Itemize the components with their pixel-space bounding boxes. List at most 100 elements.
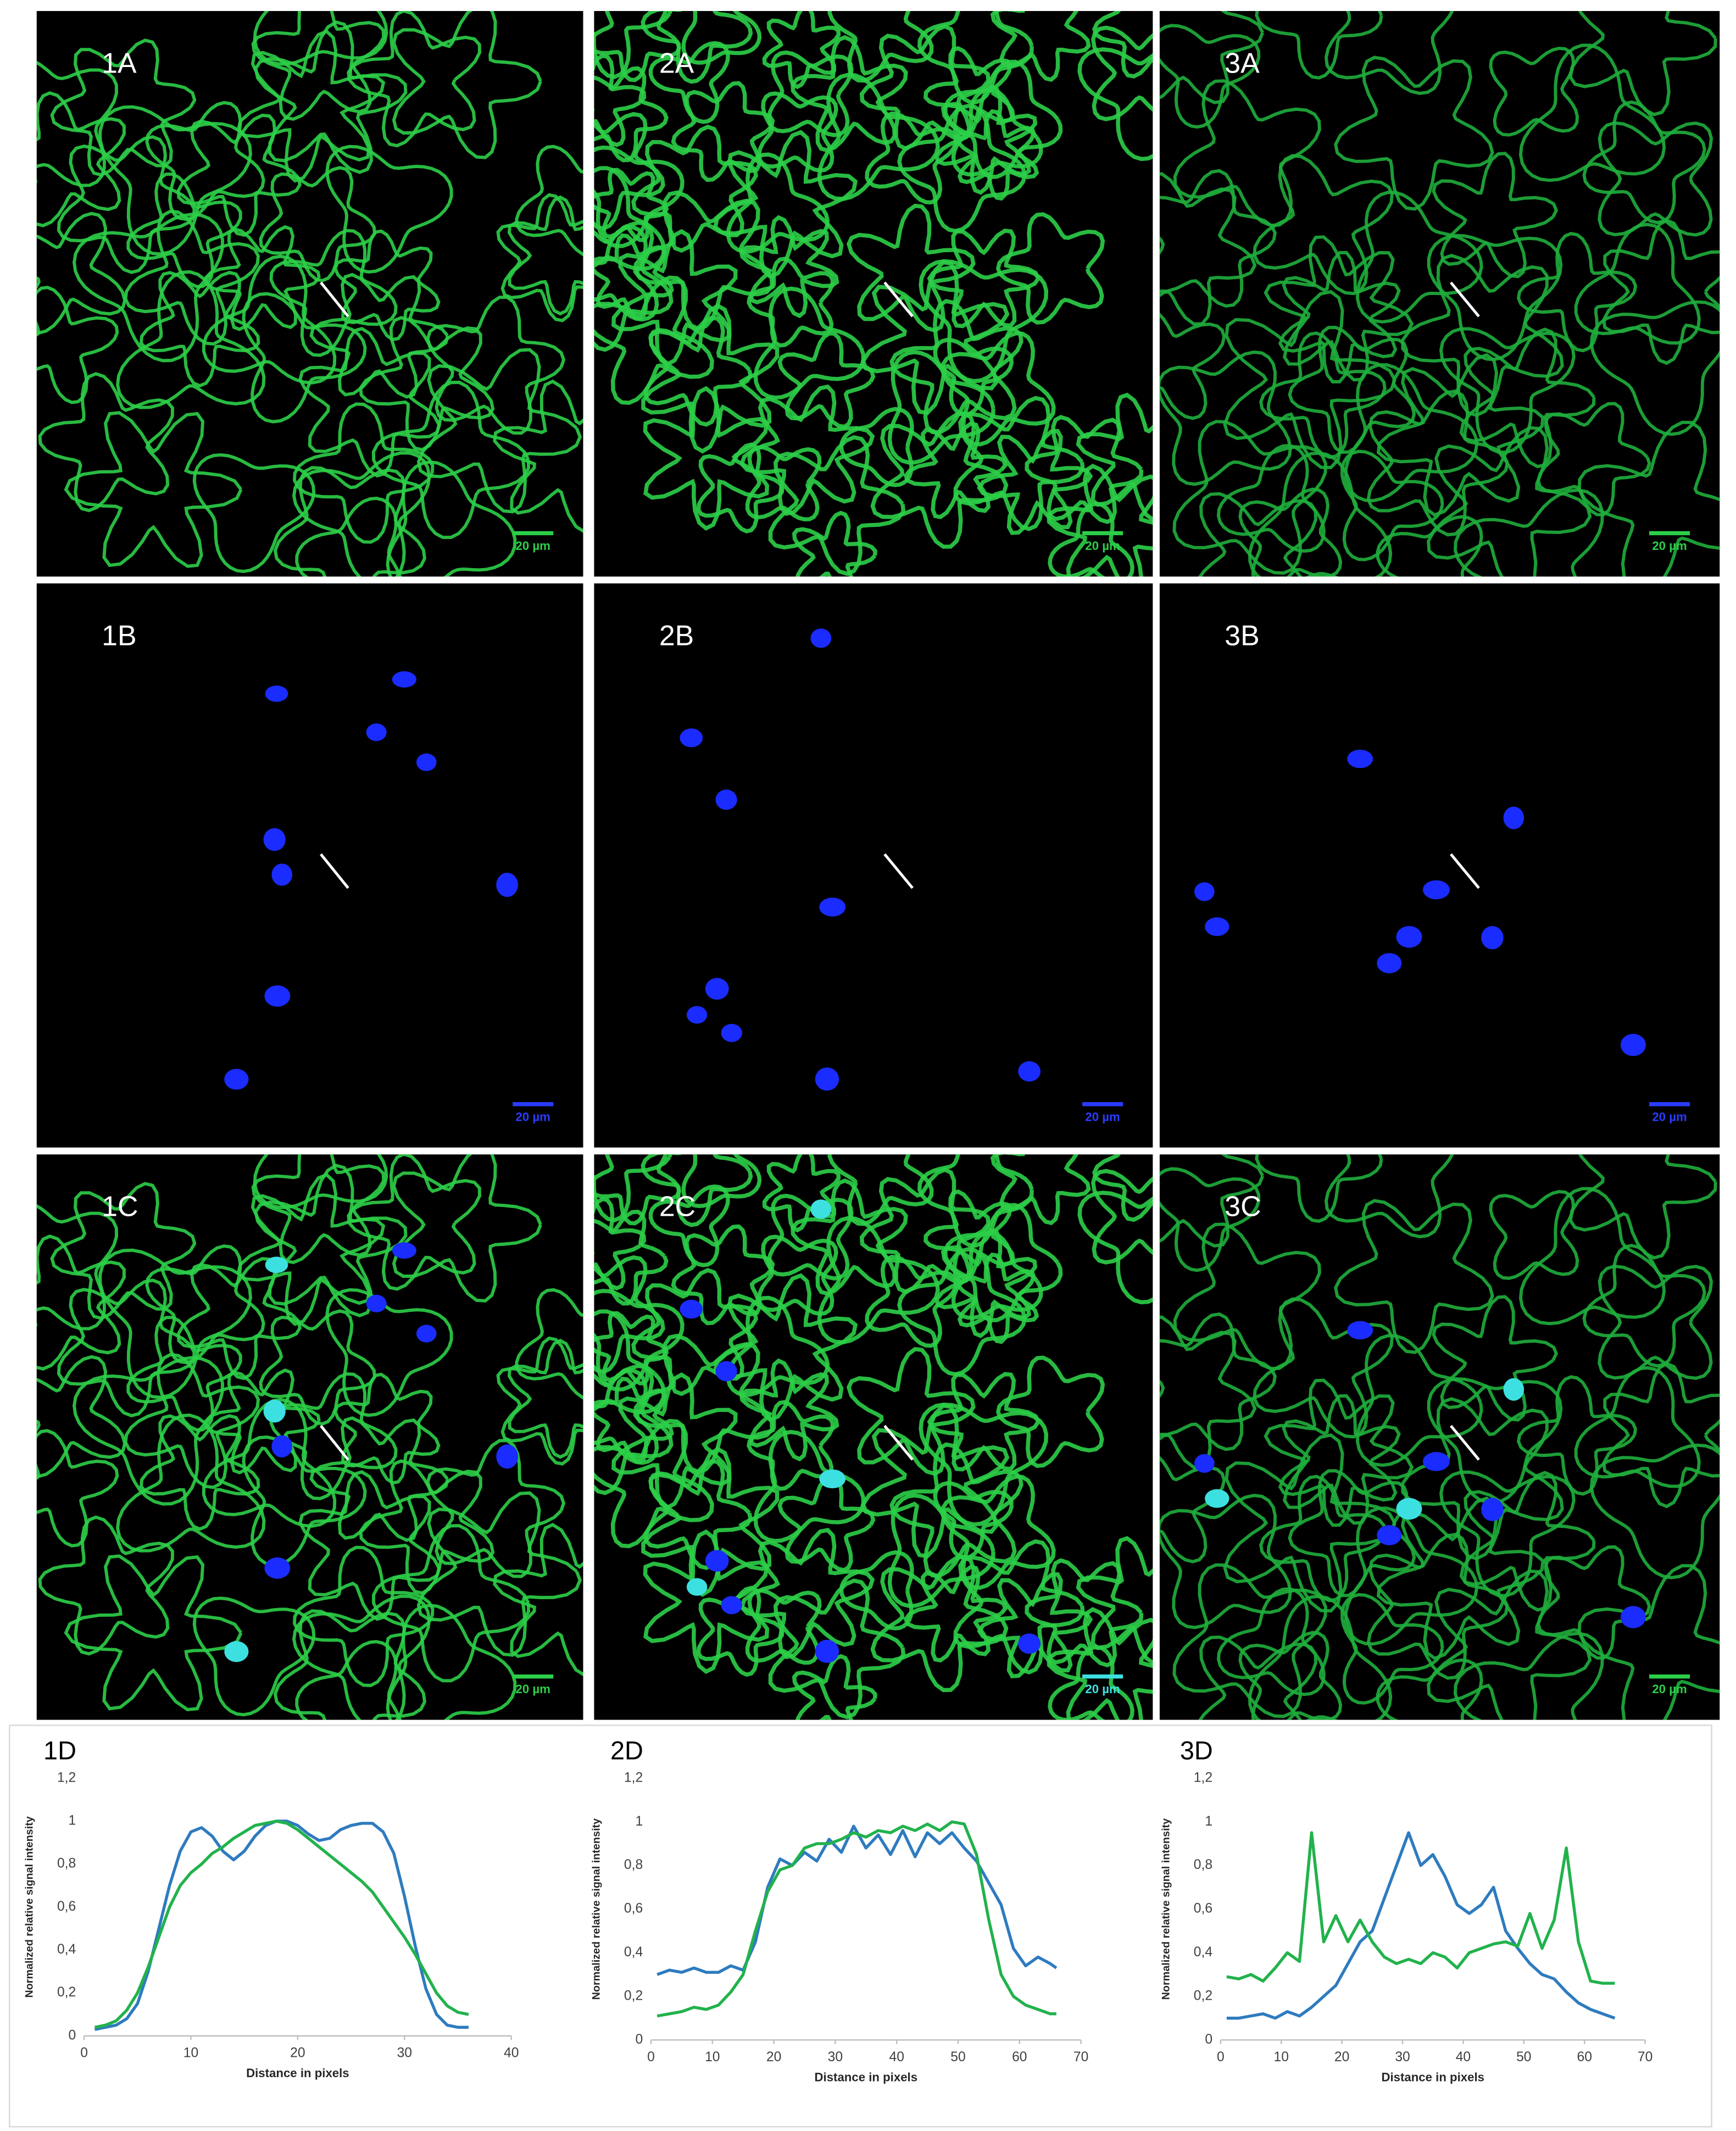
y-tick-label: 0,6 [57,1899,76,1914]
nucleus [416,1325,437,1343]
cell-wall [515,144,583,257]
x-tick-label: 60 [1577,2050,1592,2065]
cell-wall [594,1311,669,1386]
cell-wall [139,270,260,388]
data-line [1226,1831,1616,2020]
cell-wall [594,1197,647,1290]
cell-wall [1076,1535,1153,1666]
cell-wall [594,168,669,242]
y-axis-label: Normalized relative signal intensity [590,1818,602,2000]
cell-wall [641,303,780,454]
nucleus [392,1242,416,1259]
nucleus [496,1444,519,1469]
cell-wall [933,1481,1014,1560]
cell-wall [1077,1190,1153,1305]
cell-wall [889,1442,1023,1578]
nucleus [810,628,832,648]
cell-wall [98,1248,252,1399]
cell-wall [1459,327,1596,469]
cell-wall [1091,1169,1153,1265]
cell-wall [641,1446,780,1597]
micrograph-background [36,1154,583,1720]
cell-wall [903,1565,1008,1663]
cell-wall [753,1429,866,1543]
cell-wall [57,1278,196,1418]
cell-wall [990,1154,1091,1226]
y-tick-label: 0,4 [624,1945,643,1960]
cell-wall [242,292,367,424]
y-tick-label: 0 [1205,2032,1212,2047]
cell-wall [747,257,835,348]
nucleus [819,897,846,917]
cell-wall [641,11,753,84]
cell-wall [1047,1607,1153,1720]
nucleus [264,985,291,1007]
nucleus [264,1557,291,1579]
nucleus [366,723,387,741]
cell-wall [713,130,858,279]
profile-line [883,1425,914,1461]
cell-wall [648,1184,730,1267]
cell-wall [791,35,908,153]
cell-wall [1091,25,1153,121]
cell-wall [827,11,934,83]
cell-wall [671,81,775,182]
cell-wall [681,1154,762,1208]
micrograph [36,583,583,1148]
cell-wall [251,1154,386,1265]
cell-wall [762,11,841,90]
cell-wall [594,1364,674,1495]
nucleus [496,872,519,897]
cell-wall [1568,11,1717,116]
nucleus [1423,880,1450,900]
cell-wall [870,1554,1009,1693]
x-tick-label: 50 [1516,2050,1531,2065]
cell-wall [594,1154,682,1226]
cell-wall [1255,1154,1383,1223]
cell-wall [1427,1569,1592,1720]
micrograph [594,1154,1153,1720]
cell-wall [1288,326,1416,454]
cell-wall [817,1216,940,1345]
cell-wall [681,11,762,65]
micrograph [1159,11,1720,577]
cell-wall [38,372,175,513]
cell-wall [977,429,1093,535]
cell-wall [917,11,1034,104]
cell-wall [594,11,682,82]
cell-wall [745,445,822,522]
cell-wall [347,11,481,148]
cell-wall [493,1523,583,1677]
cell-wall [1159,169,1277,308]
x-tick-label: 70 [1638,2050,1652,2065]
cell-wall [1427,233,1563,361]
nucleus [263,828,286,852]
cell-wall [36,212,127,335]
cell-wall [887,1493,995,1608]
y-tick-label: 1,2 [57,1770,76,1785]
cell-wall [1253,1297,1394,1439]
cell-wall [204,225,321,331]
scale-bar-label: 20 µm [1652,539,1687,553]
cell-wall [887,350,995,465]
cell-wall [903,421,1008,520]
nucleus [1377,953,1402,973]
cell-wall [116,270,266,409]
cell-wall [611,1372,738,1510]
cell-wall [643,1529,770,1674]
nucleus [1347,1321,1373,1340]
cell-wall [254,20,408,174]
cell-wall [1198,1635,1317,1720]
scale-bar-label: 20 µm [1652,1682,1687,1696]
cell-wall [36,286,119,404]
cell-wall [145,101,265,221]
cell-wall [756,1234,838,1316]
x-tick-label: 40 [1456,2050,1471,2065]
cell-wall [865,111,958,205]
y-tick-label: 0,8 [57,1856,76,1871]
cell-wall [1198,492,1317,577]
cell-wall [1259,331,1387,459]
chart-title: 2D [610,1736,643,1765]
cell-wall [1598,1264,1713,1380]
